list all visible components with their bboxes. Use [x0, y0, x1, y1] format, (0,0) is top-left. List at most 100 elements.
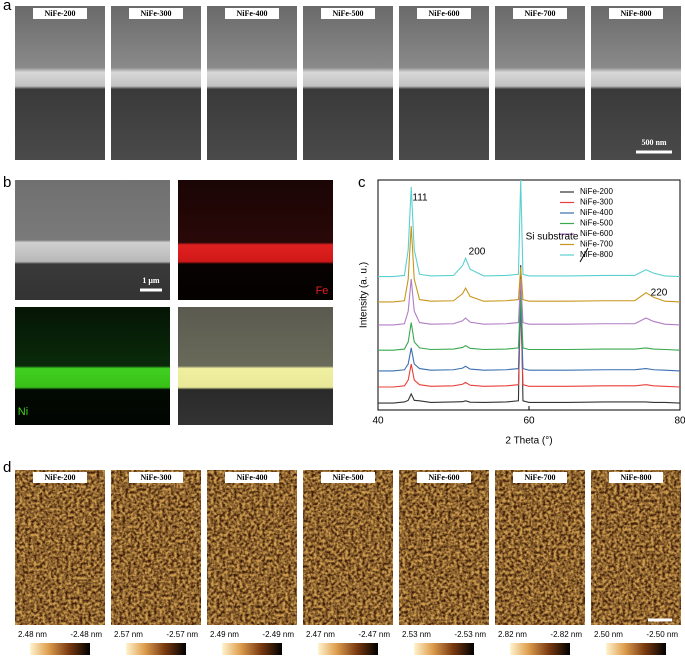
- afm-image: [591, 470, 681, 625]
- legend-label: NiFe-200: [580, 187, 613, 196]
- image-label: NiFe-200: [44, 9, 75, 18]
- sem-image: [111, 6, 201, 160]
- label-box: [417, 472, 471, 483]
- image-label: NiFe-400: [236, 9, 267, 18]
- sem-image: [15, 6, 105, 160]
- annotation: Si substrate: [526, 232, 579, 243]
- label-box: [321, 8, 375, 19]
- scale-label: 500 nm: [641, 138, 666, 147]
- panel-label: b: [3, 174, 11, 191]
- annotation: 220: [651, 288, 668, 299]
- image-label: NiFe-500: [332, 9, 363, 18]
- colorbar: [222, 643, 282, 655]
- colorbar-max: 2.47 nm: [306, 630, 335, 639]
- label-box: [225, 472, 279, 483]
- y-axis-label: Intensity (a. u.): [359, 262, 370, 328]
- colorbar-max: 2.50 nm: [594, 630, 623, 639]
- legend-label: NiFe-800: [580, 250, 613, 259]
- label-box: [513, 472, 567, 483]
- image-label: NiFe-700: [524, 9, 555, 18]
- label-box: [609, 8, 663, 19]
- legend-label: NiFe-300: [580, 198, 613, 207]
- series-line: [378, 225, 681, 303]
- image-label: NiFe-800: [620, 9, 651, 18]
- colorbar-min: -2.49 nm: [262, 630, 294, 639]
- afm-image: [399, 470, 489, 625]
- series-line: [378, 179, 681, 278]
- colorbar: [510, 643, 570, 655]
- panel-d: d NiFe-200 2.48 nm -2.48 nm NiFe-300 2.57 nm…: [3, 459, 681, 655]
- image-label: NiFe-500: [332, 473, 363, 482]
- image-label: NiFe-600: [428, 9, 459, 18]
- colorbar-min: -2.57 nm: [166, 630, 198, 639]
- colorbar-max: 2.53 nm: [402, 630, 431, 639]
- sem-image: [399, 6, 489, 160]
- colorbar-min: -2.48 nm: [70, 630, 102, 639]
- label-box: [513, 8, 567, 19]
- afm-image: [15, 470, 105, 625]
- afm-image: [111, 470, 201, 625]
- panel-b: b 1 μm Fe Ni: [3, 174, 333, 425]
- afm-image: [495, 470, 585, 625]
- series-line: [378, 306, 681, 388]
- colorbar-min: -2.50 nm: [646, 630, 678, 639]
- afm-image: [207, 470, 297, 625]
- colorbar-min: -2.53 nm: [454, 630, 486, 639]
- colorbar-min: -2.47 nm: [358, 630, 390, 639]
- image-label: NiFe-600: [428, 473, 459, 482]
- panel-label: d: [3, 459, 11, 476]
- plot-frame: [377, 179, 681, 411]
- colorbar-max: 2.57 nm: [114, 630, 143, 639]
- label-box: [225, 8, 279, 19]
- label-box: [33, 472, 87, 483]
- annotation: 111: [412, 193, 428, 204]
- colorbar-min: -2.82 nm: [550, 630, 582, 639]
- x-axis-label: 2 Theta (°): [505, 436, 552, 447]
- series-line: [378, 278, 681, 326]
- image-label: NiFe-300: [140, 9, 171, 18]
- x-tick-label: 60: [523, 416, 535, 427]
- sem-image: [207, 6, 297, 160]
- sem-image: [495, 6, 585, 160]
- colorbar-max: 2.82 nm: [498, 630, 527, 639]
- legend-label: NiFe-600: [580, 229, 613, 238]
- colorbar: [126, 643, 186, 655]
- panel-label: a: [3, 0, 12, 14]
- legend-label: NiFe-500: [580, 219, 613, 228]
- panel-label: c: [358, 174, 366, 191]
- label-box: [417, 8, 471, 19]
- annotation: 200: [469, 247, 486, 258]
- label-box: [321, 472, 375, 483]
- series-line: [378, 292, 681, 351]
- colorbar: [318, 643, 378, 655]
- image-label: NiFe-700: [524, 473, 555, 482]
- image-label: NiFe-400: [236, 473, 267, 482]
- arrow: [579, 247, 589, 263]
- panel-a: a NiFe-200 NiFe-300 NiFe-400 NiFe-500 NiFe-6…: [3, 0, 681, 160]
- series-line: [378, 265, 681, 404]
- label-box: [129, 472, 183, 483]
- fe-label: Fe: [316, 285, 329, 297]
- image-label: NiFe-800: [620, 473, 651, 482]
- colorbar-max: 2.48 nm: [18, 630, 47, 639]
- afm-image: [303, 470, 393, 625]
- x-tick-label: 40: [372, 416, 384, 427]
- ni-map: [15, 307, 170, 425]
- image-label: NiFe-200: [44, 473, 75, 482]
- legend-label: NiFe-700: [580, 240, 613, 249]
- colorbar: [606, 643, 666, 655]
- panel-c: c 2 Theta (°) Intensity (a. u.) 40 60 80 Ni…: [358, 174, 685, 447]
- image-label: NiFe-300: [140, 473, 171, 482]
- sem-image: [591, 6, 681, 160]
- fe-map: [178, 180, 333, 300]
- series-line: [378, 301, 681, 372]
- x-tick-label: 80: [674, 416, 685, 427]
- colorbar-max: 2.49 nm: [210, 630, 239, 639]
- label-box: [609, 472, 663, 483]
- label-box: [129, 8, 183, 19]
- overlay-map: [178, 307, 333, 425]
- ni-label: Ni: [18, 406, 28, 418]
- label-box: [33, 8, 87, 19]
- colorbar: [414, 643, 474, 655]
